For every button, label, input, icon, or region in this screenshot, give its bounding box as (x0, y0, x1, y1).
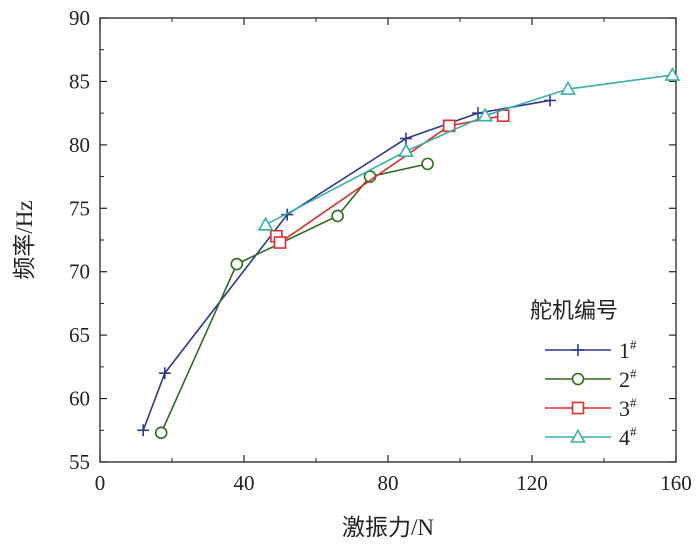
legend-label-superscript: # (630, 337, 637, 352)
data-point-circle (571, 372, 585, 386)
data-point-triangle (560, 80, 576, 95)
legend-entry-3: 3# (545, 395, 637, 421)
data-point-triangle (664, 66, 681, 81)
series-3 (270, 109, 510, 249)
data-point-triangle (570, 428, 586, 443)
data-point-plus (281, 208, 294, 221)
series-layer (137, 66, 681, 440)
data-point-circle (230, 257, 244, 271)
series-line-3 (275, 114, 504, 244)
series-1 (137, 94, 556, 437)
series-4 (257, 66, 681, 231)
x-tick-label: 40 (234, 471, 255, 495)
y-axis-title: 频率/Hz (12, 200, 37, 279)
y-tick-label: 70 (69, 260, 90, 284)
x-axis-title: 激振力/N (342, 515, 434, 540)
legend-label: 4# (619, 424, 637, 450)
data-point-plus (400, 132, 412, 145)
x-tick-label: 160 (660, 471, 692, 495)
y-tick-label: 75 (69, 196, 90, 220)
data-point-circle (421, 157, 434, 171)
y-tick-label: 85 (69, 69, 90, 93)
data-point-square (571, 401, 585, 415)
legend-title: 舵机编号 (530, 299, 618, 324)
x-tick-label: 80 (378, 471, 399, 495)
data-point-plus (137, 424, 150, 437)
y-tick-label: 55 (69, 450, 90, 474)
x-tick-label: 0 (95, 471, 106, 495)
series-2 (154, 157, 434, 440)
series-line-2 (160, 163, 428, 434)
legend-label-name: 3 (619, 396, 630, 421)
legend-entry-1: 1# (545, 337, 637, 363)
series-line-1 (142, 99, 551, 431)
data-point-plus (472, 107, 484, 120)
data-point-circle (331, 209, 344, 223)
y-tick-label: 60 (69, 387, 90, 411)
legend-entry-2: 2# (545, 366, 637, 392)
legend-label-superscript: # (630, 366, 637, 381)
data-point-circle (154, 426, 168, 440)
legend-label-name: 4 (619, 425, 630, 450)
data-point-triangle (398, 143, 414, 157)
legend-label: 3# (619, 395, 637, 421)
legend-label: 1# (619, 337, 637, 363)
data-point-square (273, 236, 287, 249)
y-tick-label: 80 (69, 133, 90, 157)
data-point-triangle (257, 216, 274, 231)
legend-entry-4: 4# (545, 424, 637, 450)
x-tick-label: 120 (516, 471, 548, 495)
plot-frame (99, 17, 677, 463)
axes: 0 40 80 120 160 55 60 65 70 75 80 85 90 激振力/N 频率/Hz (12, 6, 692, 540)
series-line-4 (265, 74, 673, 226)
legend-label-name: 1 (619, 338, 630, 363)
y-tick-label: 65 (69, 323, 90, 347)
legend-label-name: 2 (619, 367, 630, 392)
legend-label-superscript: # (630, 424, 637, 439)
legend-label: 2# (619, 366, 637, 392)
data-point-triangle (477, 107, 494, 122)
legend-label-superscript: # (630, 395, 637, 410)
data-point-plus (158, 367, 171, 380)
y-tick-label: 90 (69, 6, 90, 30)
data-point-plus (544, 94, 556, 107)
data-point-plus (572, 344, 584, 356)
